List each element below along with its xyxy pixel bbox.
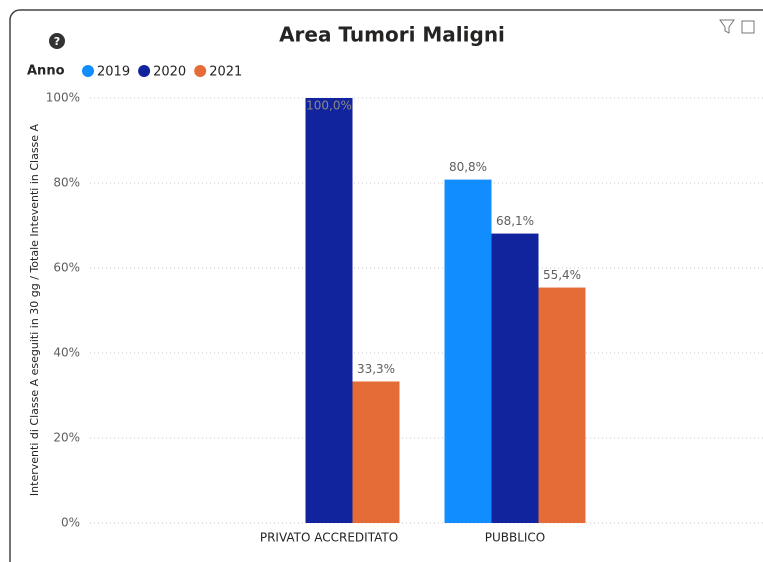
y-tick-label: 20% bbox=[53, 431, 80, 445]
x-tick-label: PUBBLICO bbox=[485, 531, 546, 545]
y-tick-label: 60% bbox=[53, 261, 80, 275]
bar bbox=[352, 381, 400, 523]
bar bbox=[538, 287, 586, 523]
help-icon-glyph: ? bbox=[54, 35, 60, 48]
legend-marker bbox=[138, 65, 151, 77]
chart-title: Area Tumori Maligni bbox=[279, 23, 505, 47]
help-icon[interactable] bbox=[49, 33, 65, 49]
bar bbox=[444, 179, 492, 523]
data-label: 80,8% bbox=[449, 160, 487, 174]
y-tick-label: 100% bbox=[46, 91, 80, 105]
bar bbox=[305, 98, 353, 523]
x-tick-label: PRIVATO ACCREDITATO bbox=[260, 531, 398, 545]
legend-label: 2020 bbox=[153, 65, 186, 80]
filter-icon[interactable] bbox=[719, 19, 735, 34]
expand-icon[interactable] bbox=[741, 20, 755, 34]
legend-marker bbox=[194, 65, 207, 77]
data-label: 33,3% bbox=[357, 362, 395, 376]
legend-label: 2019 bbox=[97, 65, 130, 80]
legend-title: Anno bbox=[27, 64, 65, 79]
data-label: 68,1% bbox=[496, 214, 534, 228]
y-tick-label: 0% bbox=[61, 516, 80, 530]
y-axis-label: Interventi di Classe A eseguiti in 30 gg… bbox=[28, 123, 41, 496]
legend-label: 2021 bbox=[209, 65, 242, 80]
legend-marker bbox=[82, 65, 94, 77]
y-tick-label: 40% bbox=[53, 346, 80, 360]
y-tick-label: 80% bbox=[53, 176, 80, 190]
bar bbox=[491, 233, 539, 523]
data-label: 55,4% bbox=[543, 268, 581, 282]
data-label: 100,0% bbox=[306, 99, 352, 113]
